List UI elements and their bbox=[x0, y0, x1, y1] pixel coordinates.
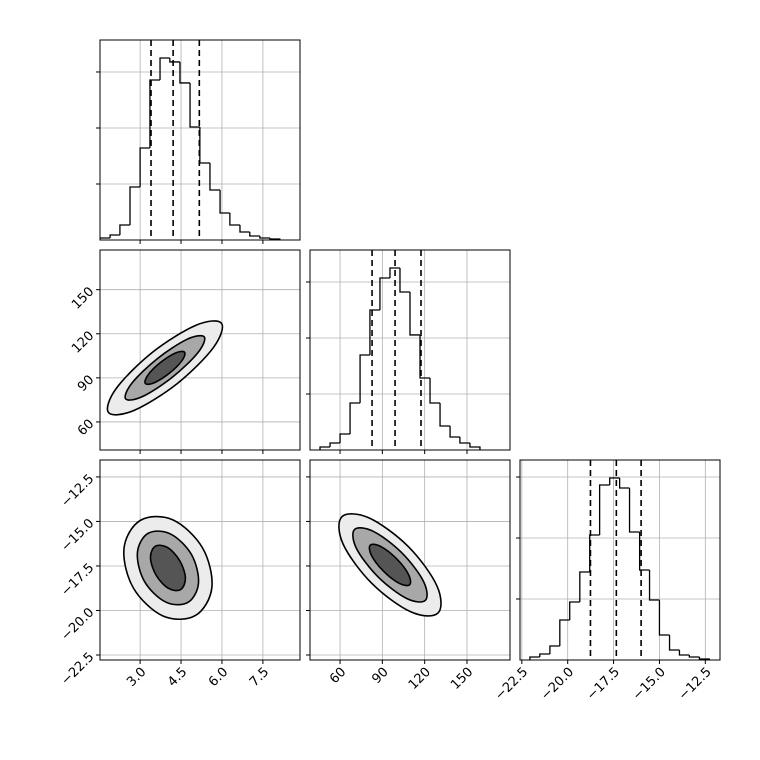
x-tick-label: −15.0 bbox=[630, 665, 669, 704]
histogram-step bbox=[539, 653, 550, 658]
x-tick-label: 4.5 bbox=[165, 665, 190, 690]
histogram-step bbox=[329, 442, 341, 447]
x-tick-label: 90 bbox=[369, 665, 391, 687]
x-tick-label: −17.5 bbox=[584, 665, 623, 704]
panel-frame bbox=[99, 459, 301, 661]
histogram-step bbox=[319, 446, 331, 450]
histogram-step bbox=[399, 267, 410, 293]
y-tick-label: −15.0 bbox=[59, 516, 98, 555]
y-tick-label: 60 bbox=[75, 417, 97, 439]
histogram-step bbox=[678, 649, 690, 656]
histogram-step bbox=[139, 147, 150, 188]
x-tick-label: −22.5 bbox=[492, 665, 531, 704]
histogram-step bbox=[389, 267, 400, 279]
histogram-step bbox=[688, 654, 700, 658]
histogram-step bbox=[169, 57, 180, 63]
histogram-step bbox=[598, 484, 610, 536]
histogram-step bbox=[349, 402, 361, 434]
histogram-step bbox=[369, 309, 380, 356]
y-tick-label: −17.5 bbox=[59, 561, 98, 600]
plot-area bbox=[310, 460, 510, 660]
histogram-step bbox=[559, 619, 570, 646]
histogram-step bbox=[628, 487, 640, 533]
histogram-step bbox=[219, 189, 230, 214]
plot-area bbox=[310, 250, 510, 450]
histogram-step bbox=[109, 234, 120, 238]
panel: 60 90 120 150 bbox=[306, 459, 511, 693]
histogram-step bbox=[339, 433, 351, 443]
panel: 3.0 4.5 6.0 7.5 −12.5 −15.0 −17.5 −20.0 −22.5 bbox=[59, 459, 301, 690]
histogram-step bbox=[209, 162, 221, 191]
plot-area bbox=[100, 460, 300, 660]
histogram-step bbox=[239, 224, 250, 233]
histogram-step bbox=[379, 277, 390, 310]
histogram-step bbox=[199, 126, 210, 164]
panel: 60 90 120 150 bbox=[69, 249, 301, 454]
histogram-step bbox=[119, 224, 131, 236]
contour bbox=[149, 544, 187, 592]
histogram-step bbox=[569, 601, 580, 620]
panel: −22.5 −20.0 −17.5 −15.0 −12.5 bbox=[492, 459, 721, 704]
x-tick-label: 6.0 bbox=[206, 665, 231, 690]
histogram-step bbox=[469, 442, 481, 450]
plot-area bbox=[100, 250, 300, 450]
y-tick-label: 120 bbox=[69, 328, 97, 356]
histogram-step bbox=[579, 571, 590, 602]
x-tick-label: 3.0 bbox=[124, 665, 149, 690]
histogram-step bbox=[668, 634, 680, 651]
x-tick-label: 120 bbox=[406, 665, 434, 693]
histogram-step bbox=[609, 477, 620, 486]
y-tick-label: 150 bbox=[69, 284, 97, 312]
histogram-step bbox=[259, 236, 270, 239]
histogram-step bbox=[149, 79, 161, 148]
x-tick-label: 60 bbox=[327, 665, 349, 687]
histogram-step bbox=[269, 237, 281, 240]
panel bbox=[306, 249, 511, 454]
contour bbox=[144, 350, 186, 386]
histogram-step bbox=[549, 645, 560, 655]
histogram-step bbox=[159, 57, 170, 80]
y-tick-label: −22.5 bbox=[59, 650, 98, 689]
panel-frame bbox=[309, 459, 511, 661]
panel-frame bbox=[519, 459, 721, 661]
histogram-step bbox=[409, 292, 421, 336]
histogram-step bbox=[658, 599, 670, 636]
panel bbox=[96, 39, 301, 244]
histogram-step bbox=[249, 231, 260, 237]
histogram-step bbox=[429, 377, 441, 404]
x-tick-label: −12.5 bbox=[676, 665, 715, 704]
contour bbox=[368, 543, 412, 587]
histogram-step bbox=[648, 570, 660, 601]
panel-frame bbox=[309, 249, 511, 451]
histogram-step bbox=[229, 213, 240, 226]
x-tick-label: 150 bbox=[448, 665, 476, 693]
panel-frame bbox=[99, 249, 301, 451]
plot-area bbox=[520, 460, 720, 660]
x-tick-label: 7.5 bbox=[247, 665, 272, 690]
y-tick-label: 90 bbox=[75, 373, 97, 395]
histogram-step bbox=[439, 403, 451, 427]
histogram-step bbox=[419, 334, 431, 379]
histogram-step bbox=[459, 437, 470, 444]
x-tick-label: −20.0 bbox=[538, 665, 577, 704]
y-tick-label: −20.0 bbox=[59, 605, 98, 644]
panel-frame bbox=[99, 39, 301, 241]
histogram-step bbox=[179, 61, 191, 84]
histogram-step bbox=[618, 477, 630, 489]
y-tick-label: −12.5 bbox=[59, 472, 98, 511]
histogram-step bbox=[129, 186, 141, 225]
histogram-step bbox=[638, 532, 650, 571]
histogram-step bbox=[529, 656, 540, 660]
histogram-step bbox=[449, 425, 460, 438]
histogram-step bbox=[100, 237, 111, 240]
histogram-step bbox=[189, 82, 200, 128]
plot-area bbox=[100, 40, 300, 240]
histogram-step bbox=[359, 354, 370, 404]
